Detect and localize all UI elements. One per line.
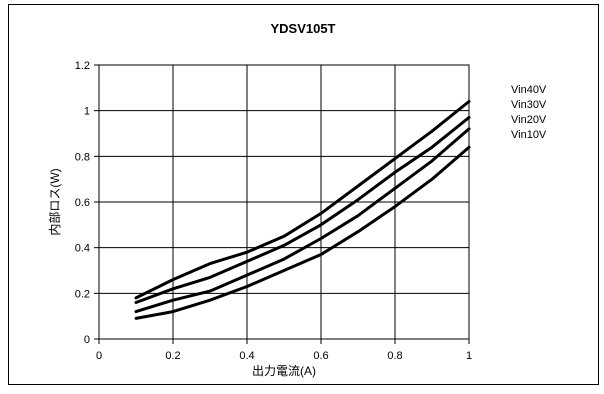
x-axis-label: 出力電流(A) (252, 364, 316, 378)
series-line-vin20v (134, 127, 471, 314)
series-lines (134, 100, 471, 320)
x-tick-label: 1 (466, 350, 472, 362)
y-tick-label: 0 (84, 334, 90, 346)
line-chart: YDSV105T 0 0.2 0.4 0.6 0.8 1 0 0.2 0.4 0.6 0.8 1 1.… (47, 21, 547, 378)
x-tick-label: 0.8 (387, 350, 402, 362)
y-tick-label: 0.6 (75, 197, 90, 209)
legend-entry: Vin30V (511, 99, 547, 111)
x-axis-ticks: 0 0.2 0.4 0.6 0.8 1 (96, 339, 472, 362)
x-tick-label: 0 (96, 350, 102, 362)
y-tick-label: 1 (84, 106, 90, 118)
y-tick-label: 1.2 (75, 60, 90, 72)
y-axis-label: 内部ロス(W) (47, 168, 62, 235)
series-line-vin10v (134, 145, 471, 320)
chart-title: YDSV105T (270, 21, 335, 36)
x-tick-label: 0.2 (165, 350, 180, 362)
legend-entry: Vin20V (511, 114, 547, 126)
y-tick-label: 0.2 (75, 288, 90, 300)
series-line-vin30v (134, 116, 471, 304)
x-tick-label: 0.4 (239, 350, 254, 362)
y-tick-label: 0.8 (75, 151, 90, 163)
x-tick-label: 0.6 (313, 350, 328, 362)
series-line-vin40v (134, 100, 471, 300)
y-tick-label: 0.4 (75, 243, 90, 255)
legend-entry: Vin10V (511, 129, 547, 141)
legend-entry: Vin40V (511, 84, 547, 96)
chart-frame: YDSV105T 0 0.2 0.4 0.6 0.8 1 0 0.2 0.4 0.6 0.8 1 1.… (8, 4, 599, 385)
legend: Vin40V Vin30V Vin20V Vin10V (511, 84, 547, 141)
y-axis-ticks: 0 0.2 0.4 0.6 0.8 1 1.2 (75, 60, 99, 346)
grid-lines (99, 65, 469, 339)
